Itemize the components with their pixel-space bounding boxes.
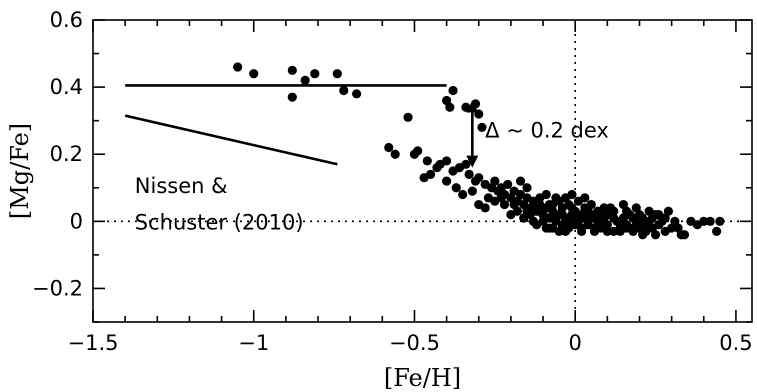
arrow-head-down: [466, 155, 479, 168]
data-point: [480, 203, 490, 213]
x-tick-labels: −1.5 −1 −0.5 0 0.5: [68, 331, 753, 355]
data-point: [310, 69, 320, 79]
data-point: [287, 65, 297, 75]
data-point: [548, 199, 558, 210]
data-point: [609, 206, 619, 216]
data-point: [403, 112, 413, 122]
data-point: [567, 189, 577, 200]
data-point: [422, 156, 432, 166]
data-point: [638, 230, 648, 240]
data-point: [596, 210, 606, 220]
x-tick-label: −1: [238, 331, 269, 355]
data-point: [712, 226, 722, 236]
data-point: [570, 213, 580, 223]
data-point: [332, 69, 342, 79]
x-tick-label: 0.5: [719, 331, 752, 355]
data-point: [634, 220, 645, 230]
data-point: [564, 223, 574, 233]
data-point: [477, 122, 487, 132]
x-tick-label: −0.5: [389, 331, 440, 355]
data-point: [699, 216, 709, 226]
annotation-1: Δ ~ 0.2 dex: [485, 118, 609, 142]
data-point: [631, 203, 641, 213]
data-point: [467, 186, 477, 196]
data-point: [249, 69, 259, 79]
data-point: [535, 206, 545, 216]
data-point: [615, 216, 625, 226]
data-point: [528, 216, 539, 226]
data-point: [663, 206, 674, 216]
data-point: [583, 206, 593, 216]
x-axis-title: [Fe/H]: [384, 364, 461, 392]
data-point: [554, 226, 564, 236]
data-point: [580, 193, 590, 203]
data-point: [522, 206, 532, 216]
data-point: [496, 193, 506, 203]
data-point: [506, 210, 516, 220]
data-point: [541, 223, 551, 233]
reference-lines: [93, 20, 752, 322]
data-point: [679, 230, 690, 240]
axis-ticks: [92, 19, 752, 323]
data-point: [583, 216, 593, 226]
data-point: [300, 75, 310, 85]
data-point: [596, 216, 606, 226]
y-axis-title: [Mg/Fe]: [6, 123, 34, 219]
data-point: [233, 62, 243, 72]
data-point: [464, 169, 474, 179]
x-tick-label: 0: [569, 331, 582, 355]
data-point: [715, 216, 725, 226]
data-point: [458, 189, 468, 200]
data-point: [535, 193, 545, 203]
data-point: [445, 102, 455, 112]
data-point: [425, 169, 436, 179]
data-point: [522, 183, 532, 193]
data-point: [442, 156, 452, 166]
x-tick-label: −1.5: [68, 331, 119, 355]
data-point: [461, 159, 471, 169]
data-point: [474, 173, 484, 183]
data-point: [589, 223, 600, 233]
data-point: [618, 199, 629, 210]
y-tick-label: 0.6: [50, 8, 83, 32]
trend-line-2: [124, 114, 338, 166]
data-point: [413, 146, 423, 156]
data-point: [448, 85, 458, 96]
plot-frame: [92, 19, 753, 323]
y-tick-label: 0.4: [50, 75, 83, 99]
data-point: [442, 176, 452, 186]
y-tick-labels: −0.2 0 0.2 0.4 0.6: [32, 8, 83, 300]
y-tick-label: 0: [70, 209, 83, 233]
data-point: [557, 210, 567, 220]
data-point: [390, 149, 400, 159]
data-point: [515, 176, 526, 186]
annotations: Δ ~ 0.2 dex Nissen & Schuster (2010): [135, 118, 609, 234]
arrow-head-up: [466, 100, 479, 113]
annotation-3: Schuster (2010): [135, 211, 304, 235]
delta-arrow: [466, 100, 479, 168]
data-point: [622, 223, 632, 233]
data-point: [287, 92, 297, 102]
data-point: [644, 206, 654, 216]
data-point: [339, 85, 349, 96]
trend-lines: [124, 84, 447, 166]
data-point: [705, 216, 715, 226]
y-tick-label: 0.2: [50, 142, 83, 166]
data-point: [384, 142, 394, 153]
data-point: [503, 179, 513, 190]
data-point: [490, 176, 500, 186]
data-point: [577, 226, 587, 236]
data-point: [650, 230, 661, 240]
y-tick-label: −0.2: [32, 276, 83, 300]
data-point: [509, 199, 519, 210]
data-point: [602, 226, 612, 236]
data-point: [352, 89, 362, 99]
data-point: [451, 183, 461, 193]
annotation-2: Nissen &: [135, 174, 228, 198]
data-points: [233, 62, 725, 240]
